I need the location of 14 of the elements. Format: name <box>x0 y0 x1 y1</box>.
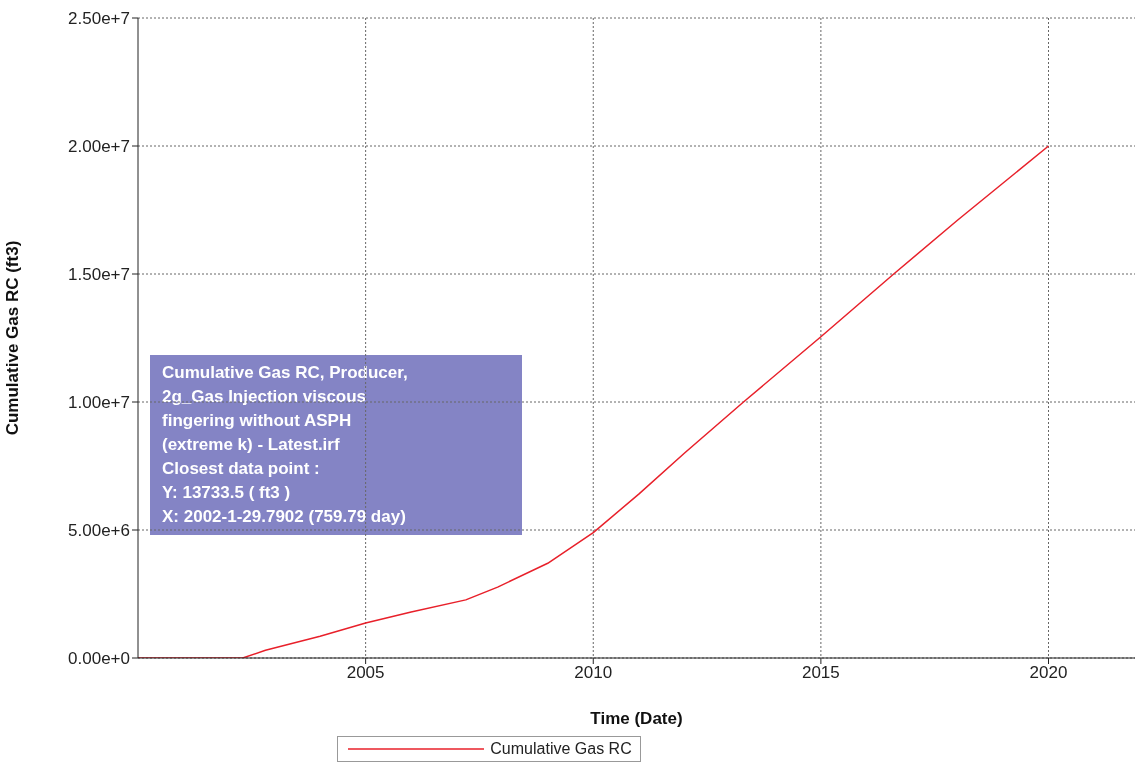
text: Cumulative Gas RC <box>490 740 632 758</box>
x-tick-label: 2005 <box>346 663 385 683</box>
y-tick-label: 5.00e+6 <box>68 521 130 541</box>
y-tick-label: 0.00e+0 <box>68 649 130 669</box>
x-axis-title: Time (Date) <box>590 709 683 728</box>
y-tick-label: 1.00e+7 <box>68 393 130 413</box>
x-tick-label: 2020 <box>1029 663 1068 683</box>
x-tick-label: 2015 <box>801 663 840 683</box>
y-tick-label: 1.50e+7 <box>68 265 130 285</box>
x-tick-label: 2010 <box>574 663 613 683</box>
y-axis-title: Cumulative Gas RC (ft3) <box>3 240 23 436</box>
y-tick-label: 2.50e+7 <box>68 9 130 29</box>
y-tick-label: 2.00e+7 <box>68 137 130 157</box>
tooltip-box: Cumulative Gas RC, Producer, 2g_Gas Injection viscous fingering without ASPH (extreme k) - Latest.irf Closest data point : Y: 13733.5 ( ft3 ) X: 2002-1-29.7902 (759.79 day) <box>150 355 522 535</box>
